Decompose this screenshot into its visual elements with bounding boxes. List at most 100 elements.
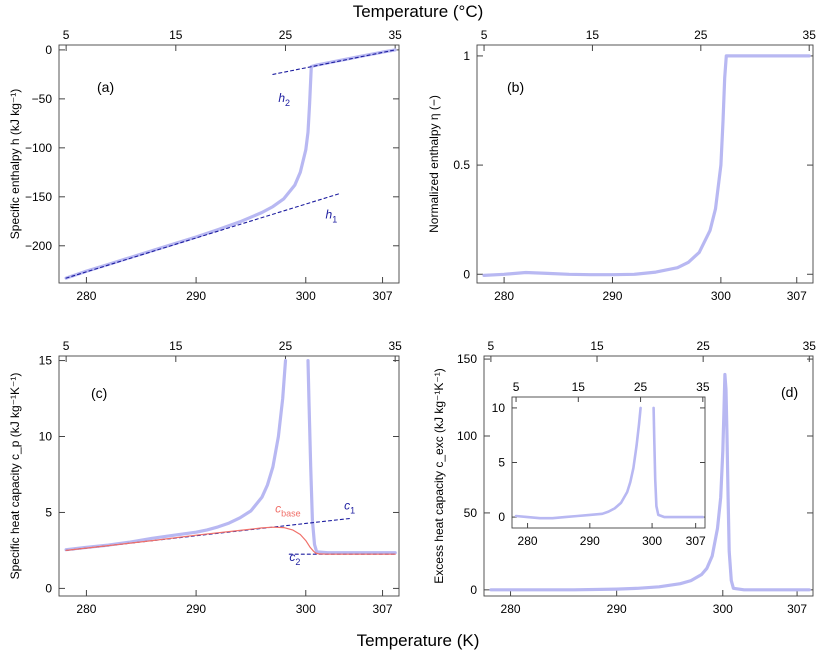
panel-a-y-tick-label: 0 xyxy=(45,43,52,57)
panel-c-top-tick-label: 35 xyxy=(388,339,402,353)
panel-a-top-tick-label: 5 xyxy=(63,28,70,42)
panel-b-top-tick-label: 35 xyxy=(803,28,817,42)
bottom-temperature-title: Temperature (K) xyxy=(357,631,480,650)
panel-c-y-tick-label: 15 xyxy=(39,354,53,368)
panel-c-measured-line xyxy=(306,359,397,555)
panel-d-y-tick-label: 50 xyxy=(464,506,478,520)
panel-a-y-tick-label: −50 xyxy=(32,92,53,106)
panel-a-annotation-symbol: h xyxy=(278,91,285,105)
panel-d-inset-measured-line xyxy=(514,406,642,520)
panel-b-y-tick-label: 1 xyxy=(463,49,470,63)
panel-c-y-tick-label: 10 xyxy=(39,430,53,444)
panel-c-top-tick-label: 5 xyxy=(63,339,70,353)
panel-d-x-tick-label: 300 xyxy=(713,602,733,616)
top-temperature-title: Temperature (°C) xyxy=(353,2,484,21)
panel-d-top-tick-label: 35 xyxy=(803,339,817,353)
panel-d-x-tick-label: 280 xyxy=(501,602,521,616)
panel-a-annotation-subscript: 2 xyxy=(285,98,290,108)
panel-d-y-tick-label: 0 xyxy=(470,583,477,597)
panel-d-inset-frame xyxy=(511,396,706,529)
panel-a-x-tick-label: 300 xyxy=(296,289,316,303)
panel-c-frame xyxy=(58,355,400,597)
panel-b-x-tick-label: 307 xyxy=(787,289,807,303)
panel-d-inset-top-tick-label: 35 xyxy=(696,380,710,394)
panel-b-y-axis-label: Normalized enthalpy η (−) xyxy=(427,95,441,233)
panel-b-y-tick-label: 0.5 xyxy=(453,158,470,172)
panel-b-top-tick-label: 15 xyxy=(586,28,600,42)
panel-a-y-tick-label: −200 xyxy=(25,239,52,253)
panel-a-y-tick-label: −100 xyxy=(25,141,52,155)
panel-d-top-tick-label: 5 xyxy=(488,339,495,353)
panel-a-fit-line xyxy=(65,193,340,279)
panel-c-annotation-symbol: c xyxy=(289,550,295,564)
panel-c-annotation-cbase: cbase xyxy=(275,501,301,518)
panel-c-y-tick-label: 0 xyxy=(45,581,52,595)
panel-c-annotation-subscript: 2 xyxy=(295,557,300,567)
panel-a-x-tick-label: 307 xyxy=(373,289,393,303)
panel-d-y-tick-label: 150 xyxy=(457,352,477,366)
panel-b-x-tick-label: 300 xyxy=(711,289,731,303)
panel-a-frame xyxy=(58,44,400,284)
panel-d-inset-y-tick-label: 10 xyxy=(492,401,506,415)
panel-c-annotation-symbol: c xyxy=(344,498,350,512)
panel-d-inset-top-tick-label: 15 xyxy=(572,380,586,394)
panel-a-x-tick-label: 280 xyxy=(76,289,96,303)
panel-c-x-tick-label: 280 xyxy=(76,602,96,616)
panel-d-x-tick-label: 290 xyxy=(607,602,627,616)
panel-d-y-axis-label: Excess heat capacity c_exc (kJ kg⁻¹K⁻¹) xyxy=(432,368,446,583)
panel-d-inset-y-tick-label: 5 xyxy=(498,456,505,470)
panel-c-annotation-c2: c2 xyxy=(289,550,300,567)
panel-a-label: (a) xyxy=(97,79,114,95)
panel-c: 280 290 300 307 5 15 25 35 0 5 10 15 (c) Specific hea… xyxy=(8,339,402,616)
panel-d-inset-x-tick-label: 300 xyxy=(642,534,662,548)
panel-a-top-tick-label: 15 xyxy=(169,28,183,42)
panel-b-top-tick-label: 25 xyxy=(694,28,708,42)
panel-d-inset-x-tick-label: 280 xyxy=(518,534,538,548)
panel-a-annotation-symbol: h xyxy=(326,207,333,221)
panel-d-inset-x-tick-label: 307 xyxy=(686,534,706,548)
panel-b-measured-line xyxy=(482,54,811,277)
panel-d-y-tick-label: 100 xyxy=(457,429,477,443)
panel-d-measured-line xyxy=(489,372,811,592)
panel-c-measured-line xyxy=(64,359,288,552)
panel-c-x-tick-label: 300 xyxy=(296,602,316,616)
panel-d-inset-x-tick-label: 290 xyxy=(580,534,600,548)
panel-a-top-tick-label: 35 xyxy=(388,28,402,42)
panel-d-x-tick-label: 307 xyxy=(787,602,807,616)
panel-a-annotation-subscript: 1 xyxy=(332,214,337,224)
panel-c-y-axis-label: Specific heat capacity c_p (kJ kg⁻¹K⁻¹) xyxy=(8,373,22,580)
panel-a: 280 290 300 307 5 15 25 35 0 −50 −100 −150 −200 (a) Sp… xyxy=(8,28,402,303)
panel-b-y-tick-label: 0 xyxy=(463,267,470,281)
panel-a-annotation-h1: h1 xyxy=(326,207,338,224)
panel-d-inset-top-tick-label: 25 xyxy=(634,380,648,394)
panel-a-top-tick-label: 25 xyxy=(279,28,293,42)
panel-a-y-tick-label: −150 xyxy=(25,190,52,204)
panel-d-inset: 280 290 300 307 5 15 25 35 0 5 10 xyxy=(492,380,710,548)
panel-d-inset-y-tick-label: 0 xyxy=(498,510,505,524)
panel-b: 280 290 300 307 5 15 25 35 0 0.5 1 (b) Normalized en… xyxy=(427,28,816,303)
panel-b-x-tick-label: 280 xyxy=(494,289,514,303)
panel-d-top-tick-label: 15 xyxy=(590,339,604,353)
panel-b-x-tick-label: 290 xyxy=(602,289,622,303)
panel-b-top-tick-label: 5 xyxy=(481,28,488,42)
panel-c-label: (c) xyxy=(91,385,107,401)
panel-d-inset-top-tick-label: 5 xyxy=(513,380,520,394)
panel-a-y-axis-label: Specific enthalpy h (kJ kg⁻¹) xyxy=(8,89,22,239)
panel-c-annotation-subscript: 1 xyxy=(350,505,355,515)
panel-a-measured-line xyxy=(64,48,397,280)
panel-d-label: (d) xyxy=(781,384,798,400)
panel-c-annotation-subscript: base xyxy=(281,508,301,518)
panel-d-inset-measured-line xyxy=(652,406,705,519)
panel-a-fit-line xyxy=(272,49,396,75)
panel-d-top-tick-label: 25 xyxy=(696,339,710,353)
panel-c-x-tick-label: 307 xyxy=(373,602,393,616)
panel-c-top-tick-label: 15 xyxy=(169,339,183,353)
panel-c-annotation-c1: c1 xyxy=(344,498,355,515)
panel-c-annotation-symbol: c xyxy=(275,501,281,515)
panel-c-x-tick-label: 290 xyxy=(186,602,206,616)
panel-b-label: (b) xyxy=(507,79,524,95)
panel-a-x-tick-label: 290 xyxy=(186,289,206,303)
